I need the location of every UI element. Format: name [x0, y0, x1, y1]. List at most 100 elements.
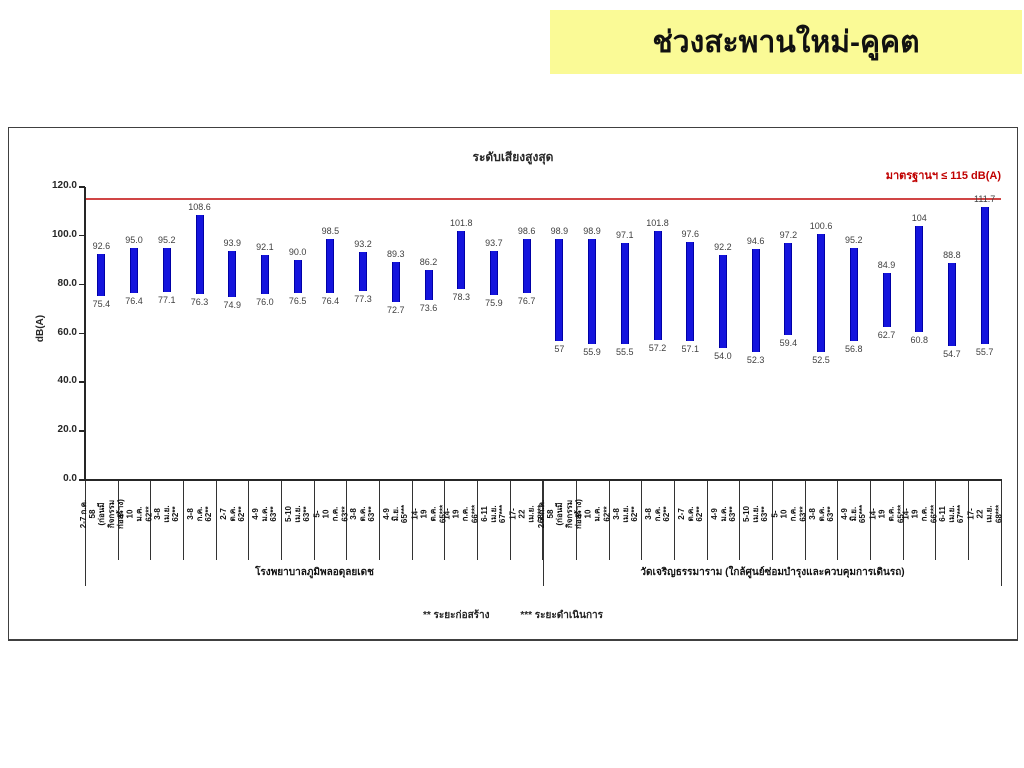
category-label: 3-8 ต.ค. 63**	[807, 506, 836, 522]
bar-max-label: 101.8	[646, 218, 669, 229]
noise-range-bar	[882, 272, 891, 327]
noise-range-bar	[620, 242, 629, 345]
category-cell: 6-11 เม.ย. 67***	[478, 480, 511, 548]
category-tick	[315, 548, 348, 560]
category-cell: 4-9 ม.ค. 63**	[249, 480, 283, 548]
category-cell: 14-19 ต.ค. 65***	[410, 480, 447, 548]
category-cell: 3-8 เม.ย. 62**	[610, 480, 643, 548]
bar-min-label: 60.8	[910, 334, 928, 345]
bar-max-label: 100.6	[809, 221, 833, 232]
noise-range-bar	[489, 251, 498, 295]
category-tick	[806, 548, 839, 560]
bar-min-label: 76.4	[125, 296, 143, 307]
bar-min-label: 77.3	[354, 294, 372, 305]
x-axis-group-row: โรงพยาบาลภูมิพลอดุลยเดช วัดเจริญธรรมาราม …	[85, 560, 1002, 586]
group-label: โรงพยาบาลภูมิพลอดุลยเดช	[86, 560, 544, 586]
bar-max-label: 95.0	[125, 235, 143, 246]
category-tick	[969, 548, 1002, 560]
footnote-construction: ** ระยะก่อสร้าง	[422, 610, 490, 621]
bar-min-label: 75.4	[92, 298, 111, 309]
category-cell: 4-9 มิ.ย. 65***	[380, 480, 413, 548]
bar-min-label: 77.1	[158, 294, 176, 305]
category-label: 2-7 ต.ค. 62**	[677, 506, 705, 522]
bar-min-label: 57	[554, 343, 565, 354]
bar-max-label: 97.6	[681, 228, 699, 239]
bar-max-label: 97.1	[616, 229, 634, 240]
bar-min-label: 54.0	[714, 351, 732, 362]
bar-max-label: 89.3	[387, 248, 405, 259]
bar-min-label: 72.7	[387, 305, 405, 316]
section-banner: ช่วงสะพานใหม่-คูคต	[550, 10, 1022, 74]
bar-max-label: 86.2	[419, 256, 438, 267]
bar-min-label: 62.7	[877, 329, 896, 340]
bar-max-label: 95.2	[845, 234, 863, 245]
category-cell: 14-19 ก.ค. 66***	[901, 480, 938, 548]
noise-range-bar	[947, 263, 956, 347]
chart-title: ระดับเสียงสูงสุด	[472, 150, 554, 164]
bar-min-label: 59.4	[779, 337, 798, 348]
category-tick	[544, 548, 578, 560]
bar-min-label: 73.6	[419, 303, 438, 314]
category-tick	[904, 548, 937, 560]
category-cell: 2-7 ต.ค. 62**	[217, 480, 250, 548]
y-tick-label: 20.0	[57, 424, 77, 436]
standard-line-label: มาตรฐานฯ ≤ 115 dB(A)	[885, 170, 1001, 182]
noise-range-bar	[424, 269, 433, 301]
bar-min-label: 57.1	[681, 343, 699, 354]
category-label: 6-11 เม.ย. 67***	[480, 504, 508, 524]
category-label: 5-10 ก.ค. 63**	[770, 506, 808, 522]
noise-range-bar	[359, 252, 368, 292]
y-tick-mark	[79, 479, 85, 481]
category-cell: 3-8 ต.ค. 63**	[806, 480, 839, 548]
bar-max-label: 94.6	[746, 236, 765, 247]
y-tick-mark	[79, 381, 85, 383]
bar-min-label: 74.9	[223, 300, 241, 311]
noise-range-bar	[849, 247, 858, 342]
category-tick	[577, 548, 610, 560]
category-cell: 17-22 เม.ย. 68***	[967, 480, 1003, 548]
bar-max-label: 92.1	[256, 242, 274, 253]
noise-range-bar	[653, 231, 662, 341]
noise-range-bar	[784, 242, 793, 335]
category-cell: 5-10 ก.ค. 63**	[770, 480, 808, 548]
bar-min-label: 75.9	[485, 297, 503, 308]
category-label: 14-19 ก.ค. 66***	[442, 504, 480, 524]
bar-min-label: 55.9	[583, 346, 601, 357]
category-tick	[936, 548, 970, 560]
category-tick	[445, 548, 479, 560]
y-tick-label: 120.0	[51, 180, 77, 191]
x-axis-category-row: 2-7 ก.ค. 58 (ก่อนมีกิจกรรมก่อสร้าง) 5-10 …	[79, 480, 1003, 548]
y-tick-label: 100.0	[51, 228, 77, 240]
bar-max-label: 93.9	[223, 237, 241, 248]
category-tick	[708, 548, 741, 560]
bar-max-label: 98.6	[517, 226, 536, 237]
noise-range-bar	[718, 254, 727, 349]
category-cell: 5-10 เม.ย. 63**	[740, 480, 774, 548]
category-label: 3-8 ก.ค. 62**	[186, 506, 214, 522]
category-label: 5-10 ม.ค. 62**	[116, 506, 153, 522]
category-tick	[871, 548, 904, 560]
bar-max-label: 98.5	[321, 226, 340, 237]
category-cell: 5-10 ม.ค. 62**	[575, 480, 611, 548]
bar-max-label: 90.0	[288, 247, 307, 258]
y-tick-mark	[79, 332, 85, 334]
y-tick-label: 80.0	[57, 277, 77, 289]
noise-range-bar	[391, 261, 400, 303]
category-cell: 2-7 ก.ค. 58 (ก่อนมีกิจกรรมก่อสร้าง)	[537, 480, 583, 548]
y-tick-mark	[79, 186, 85, 188]
category-label: 4-9 ม.ค. 63**	[709, 506, 738, 522]
category-tick	[478, 548, 511, 560]
bar-min-label: 76.5	[288, 296, 307, 307]
category-tick	[838, 548, 872, 560]
bar-min-label: 76.3	[190, 296, 209, 307]
noise-range-bar	[915, 226, 924, 332]
category-tick	[380, 548, 413, 560]
category-tick	[413, 548, 446, 560]
group-label: วัดเจริญธรรมาราม (ใกล้ศูนย์ซ่อมบำรุงและค…	[544, 560, 1002, 586]
y-tick-mark	[79, 234, 85, 237]
category-cell: 17-22 เม.ย. 68***	[508, 480, 545, 548]
category-tick	[151, 548, 185, 560]
bar-min-label: 76.0	[256, 297, 274, 308]
category-label: 4-9 มิ.ย. 65***	[382, 504, 410, 524]
bar-max-label: 93.2	[354, 239, 372, 250]
